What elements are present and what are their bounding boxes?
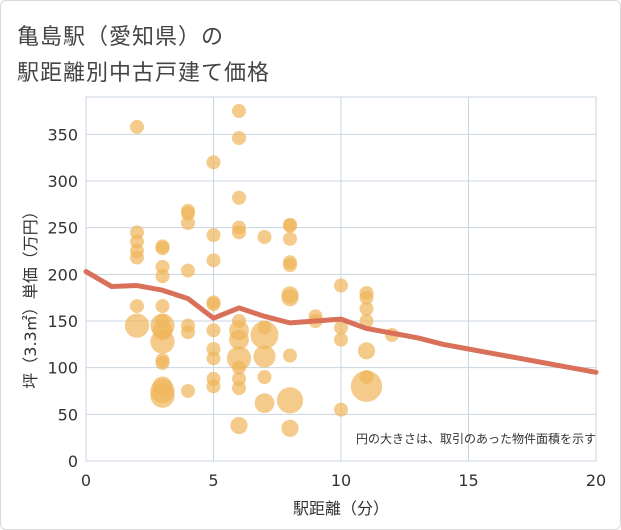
y-tick-label: 350: [47, 125, 78, 144]
bubble-point: [254, 393, 275, 414]
bubble-point: [181, 216, 195, 230]
bubble-point: [350, 370, 383, 402]
plot-border: [85, 96, 597, 462]
y-tick-label: 300: [47, 172, 78, 191]
bubble-point: [283, 348, 297, 363]
bubble-point: [253, 345, 276, 368]
average-price-line: [83, 269, 599, 375]
bubble-point: [206, 228, 221, 243]
x-tick-label: 0: [81, 471, 91, 490]
bubble-point: [155, 241, 170, 256]
bubble-point: [130, 250, 144, 265]
bubble-point: [150, 383, 175, 408]
y-tick-label: 200: [47, 265, 78, 284]
bubble-point: [206, 297, 221, 312]
bubble-point: [283, 231, 297, 246]
bubble-point: [334, 278, 348, 293]
bubble-point: [124, 313, 150, 338]
bubble-point: [206, 323, 221, 338]
bubble-point: [359, 314, 374, 328]
bubble-point: [283, 258, 297, 272]
bubble-point: [283, 218, 297, 233]
bubble-point: [230, 416, 248, 435]
x-tick-label: 5: [208, 471, 218, 490]
trend-line: [83, 269, 599, 375]
bubble-point: [334, 332, 348, 347]
bubble-point: [155, 269, 170, 284]
bubble-point: [359, 301, 374, 316]
y-axis-label: 坪（3.3㎡）単価（万円）: [21, 203, 40, 388]
x-axis-label: 駅距離（分）: [293, 499, 389, 518]
bubble-point: [281, 289, 299, 307]
bubble-point: [130, 299, 144, 314]
annotation: 円の大きさは、取引のあった物件面積を示す: [356, 431, 596, 446]
y-tick-label: 150: [47, 312, 78, 331]
y-tick-label: 100: [47, 359, 78, 378]
bubble-point: [334, 402, 348, 417]
bubble-point: [250, 321, 279, 349]
bubble-point: [232, 190, 246, 205]
bubble-point: [357, 342, 376, 360]
bubble-point: [181, 325, 195, 340]
chart-title-line-1: 亀島駅（愛知県）の: [17, 25, 225, 50]
bubble-point: [276, 387, 304, 414]
x-tick-label: 20: [586, 471, 606, 490]
bubble-point: [155, 356, 170, 370]
y-tick-label: 50: [58, 405, 78, 424]
bubble-point: [232, 104, 246, 118]
bubble-point: [181, 263, 195, 278]
bubble-point: [232, 381, 246, 396]
bubble-point: [257, 230, 272, 244]
bubble-point: [206, 155, 221, 170]
bubble-point: [206, 379, 221, 394]
bubbles: [124, 104, 399, 437]
bubble-point: [150, 329, 175, 354]
bubble-point: [232, 225, 246, 240]
bubble-point: [232, 131, 246, 146]
bubble-point: [206, 351, 221, 366]
bubble-point: [155, 299, 170, 314]
bubble-point: [359, 290, 374, 305]
chart-title-line-2: 駅距離別中古戸建て価格: [17, 61, 271, 86]
y-tick-label: 0: [68, 452, 78, 471]
bubble-point: [181, 384, 195, 398]
y-tick-label: 250: [47, 219, 78, 238]
bubble-point: [232, 360, 246, 375]
bubble-point: [206, 253, 221, 268]
x-tick-label: 15: [458, 471, 478, 490]
bubble-point: [229, 329, 249, 350]
x-tick-label: 10: [331, 471, 351, 490]
bubble-point: [257, 370, 272, 384]
bubble-point: [334, 320, 348, 335]
bubble-point: [130, 119, 144, 134]
bubble-point: [281, 419, 299, 437]
